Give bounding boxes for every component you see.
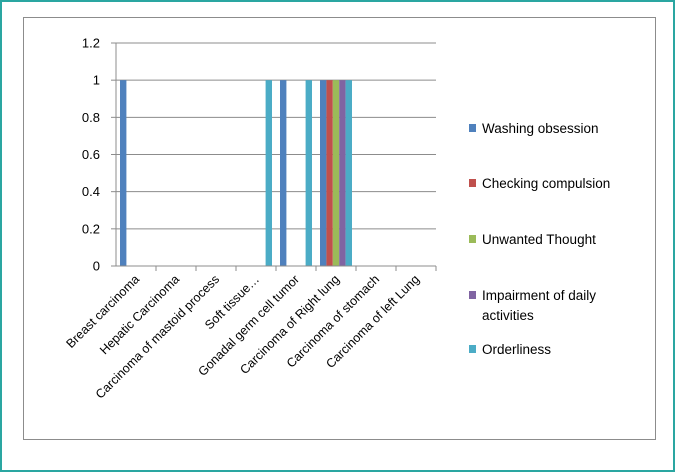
legend-swatch-checking-compulsion (469, 179, 476, 187)
y-tick-label: 0 (93, 259, 100, 274)
bar-orderliness-carcinoma-of-right-lung (345, 80, 352, 267)
bar-washing-obsession-breast-carcinoma (120, 80, 127, 267)
legend-swatch-unwanted-thought (469, 235, 476, 243)
legend-label-orderliness: Orderliness (482, 342, 551, 357)
legend: Washing obsession Checking compulsion Unwa… (469, 121, 610, 357)
bar-orderliness-soft-tissue (265, 80, 272, 267)
y-tick-label: 0.4 (82, 184, 100, 199)
y-tick-label: 1.2 (82, 36, 100, 51)
bar-checking-compulsion-carcinoma-of-right-lung (326, 80, 333, 267)
y-tick-label: 0.6 (82, 147, 100, 162)
bar-washing-obsession-gonadal-germ-cell-tumor (280, 80, 287, 267)
bar-impairment-of-daily-activities-carcinoma-of-right-lung (339, 80, 346, 267)
y-tick-labels: 0 0.2 0.4 0.6 0.8 1 1.2 (82, 36, 116, 274)
axes (115, 43, 437, 271)
legend-label-impairment-of-daily-activities: Impairment of daily activities (482, 288, 596, 323)
y-tick-label: 1 (93, 73, 100, 88)
legend-swatch-orderliness (469, 345, 476, 353)
y-tick-label: 0.8 (82, 110, 100, 125)
legend-label-checking-compulsion: Checking compulsion (482, 176, 610, 191)
y-tick-label: 0.2 (82, 221, 100, 236)
x-category-label: Breast carcinoma (63, 272, 142, 351)
bar-unwanted-thought-carcinoma-of-right-lung (332, 80, 340, 267)
gridlines (116, 42, 436, 230)
bar-orderliness-gonadal-germ-cell-tumor (305, 80, 312, 267)
legend-label-washing-obsession: Washing obsession (482, 121, 599, 136)
legend-swatch-washing-obsession (469, 124, 476, 132)
legend-label-unwanted-thought: Unwanted Thought (482, 232, 596, 247)
bars (120, 80, 352, 267)
legend-swatch-impairment-of-daily-activities (469, 291, 476, 299)
bar-washing-obsession-carcinoma-of-right-lung (320, 80, 327, 267)
